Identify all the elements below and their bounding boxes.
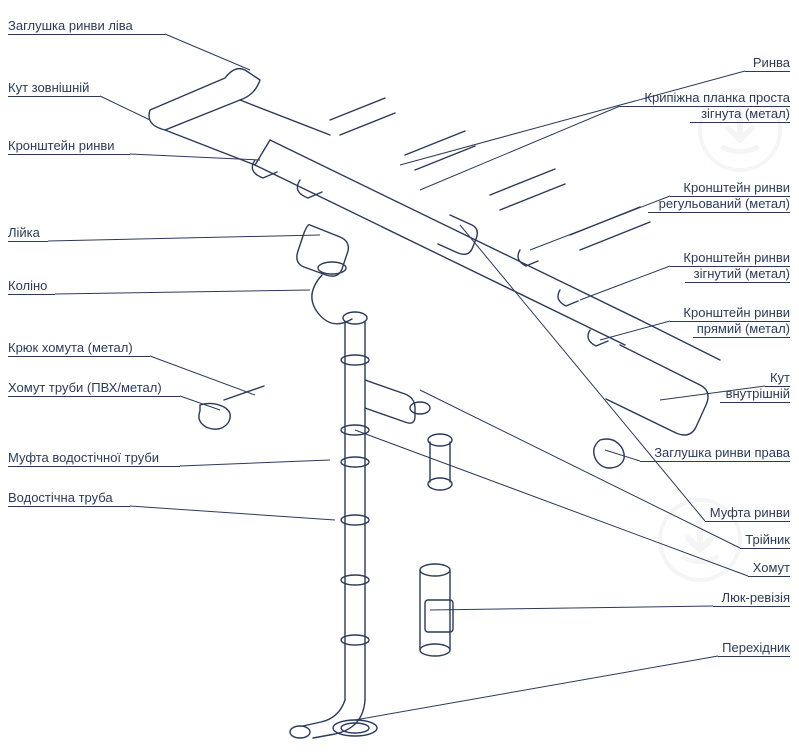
label-r4-line2: зігнутий (метал) — [694, 266, 790, 282]
label-r10: Хомут — [753, 560, 790, 576]
label-underline — [8, 294, 55, 295]
label-r4: Кронштейн ринви — [683, 250, 790, 266]
drawing-art — [149, 69, 720, 738]
label-underline — [718, 656, 790, 657]
label-underline — [8, 506, 130, 507]
label-underline — [8, 34, 165, 35]
label-r7: Заглушка ринви права — [654, 445, 790, 461]
label-l6: Крюк хомута (метал) — [8, 340, 133, 356]
label-underline — [8, 96, 100, 97]
label-r6: Кут — [770, 370, 790, 386]
label-underline — [8, 466, 180, 467]
label-r3-line2: регульований (метал) — [659, 196, 790, 212]
label-underline — [705, 521, 790, 522]
label-underline — [648, 212, 790, 213]
label-l9: Водостічна труба — [8, 490, 113, 506]
label-l8: Муфта водостічної труби — [8, 450, 159, 466]
label-l7: Хомут труби (ПВХ/метал) — [8, 380, 162, 396]
label-l2: Кут зовнішній — [8, 80, 89, 96]
label-underline — [740, 548, 790, 549]
label-underline — [693, 337, 790, 338]
label-r9: Трійник — [745, 532, 790, 548]
label-underline — [8, 241, 48, 242]
label-l3: Кронштейн ринви — [8, 138, 115, 154]
label-underline — [745, 71, 790, 72]
gutter-system-diagram — [0, 0, 799, 755]
label-l5: Коліно — [8, 278, 47, 294]
label-r1: Ринва — [753, 55, 790, 71]
label-r3: Кронштейн ринви — [683, 180, 790, 196]
label-underline — [690, 122, 790, 123]
label-underline — [8, 356, 150, 357]
label-underline — [8, 154, 130, 155]
label-r5: Кронштейн ринви — [683, 305, 790, 321]
label-l1: Заглушка ринви ліва — [8, 18, 133, 34]
label-underline — [713, 606, 790, 607]
label-r11: Люк-ревізія — [722, 590, 790, 606]
label-r5-line2: прямий (метал) — [697, 321, 790, 337]
label-r6-line2: внутрішній — [726, 386, 790, 402]
label-underline — [685, 282, 790, 283]
label-underline — [748, 576, 790, 577]
label-l4: Лійка — [8, 225, 40, 241]
label-r2: Крипіжна планка проста — [644, 90, 790, 106]
label-r12: Перехідник — [722, 640, 790, 656]
label-r2-line2: зігнута (метал) — [701, 106, 790, 122]
label-underline — [8, 396, 180, 397]
label-underline — [720, 402, 790, 403]
label-r8: Муфта ринви — [710, 505, 790, 521]
label-underline — [640, 461, 790, 462]
